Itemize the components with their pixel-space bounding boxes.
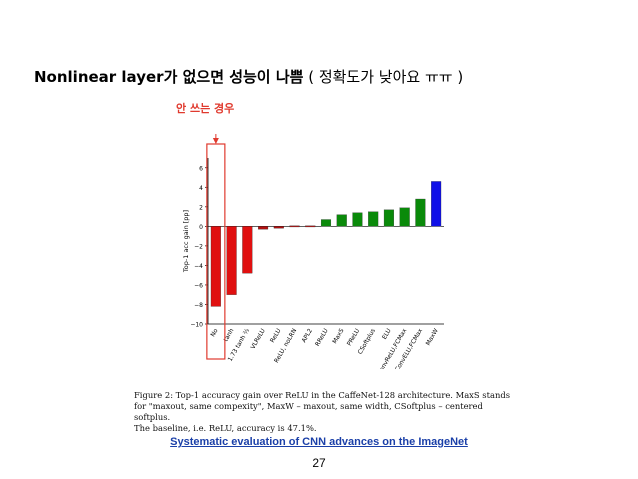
bar [242,226,253,274]
arrow-head-icon [212,138,219,144]
bar [226,226,237,295]
bar [415,198,426,227]
figure-caption: Figure 2: Top-1 accuracy gain over ReLU … [134,390,514,434]
y-tick-label: 4 [199,185,203,192]
y-tick-label: −6 [194,282,203,289]
bar [305,225,316,228]
y-tick-label: 2 [199,204,203,211]
x-tick-label: MaxS [331,327,345,345]
x-tick-label: APL2 [300,327,314,344]
x-tick-label: VLReLU [249,328,266,351]
highlight-box [206,143,226,360]
y-tick-label: 0 [199,224,203,231]
annotation-label: 안 쓰는 경우 [176,102,235,115]
x-tick-label: No [209,327,219,338]
y-axis-label: Top-1 acc gain [pp] [182,210,190,273]
x-tick-label: RReLU [314,328,330,348]
x-tick-label: ReLU [269,328,283,345]
bar [336,214,347,227]
slide-title: Nonlinear layer가 없으면 성능이 나쁨 ( 정확도가 낮아요 ㅠ… [34,66,463,87]
slide-title-main: Nonlinear layer가 없으면 성능이 나쁨 [34,68,304,86]
bar [399,207,410,227]
bar [368,211,379,227]
caption-line: Figure 2: Top-1 accuracy gain over ReLU … [134,390,511,400]
bar [289,225,300,228]
bar [383,209,394,227]
y-tick-label: −10 [190,322,203,329]
y-tick-label: −2 [194,243,203,250]
caption-line: The baseline, i.e. ReLU, accuracy is 47.… [134,423,317,433]
bar [352,212,363,227]
bar [273,226,284,229]
bar [431,181,442,227]
bar [320,219,332,227]
page-number: 27 [312,456,326,470]
caption-line: for "maxout, same compexity", MaxW – max… [134,401,483,422]
bar [258,226,269,230]
y-tick-label: −8 [194,302,203,309]
x-tick-label: MaxW [425,327,440,346]
bar [210,226,221,307]
x-tick-label: ELU [381,328,393,341]
slide-title-note: ( 정확도가 낮아요 ㅠㅠ ) [303,68,464,86]
source-link[interactable]: Systematic evaluation of CNN advances on… [170,436,468,448]
y-tick-label: 6 [199,165,203,172]
y-tick-label: −4 [194,263,203,270]
x-tick-label: PReLU [346,328,361,348]
